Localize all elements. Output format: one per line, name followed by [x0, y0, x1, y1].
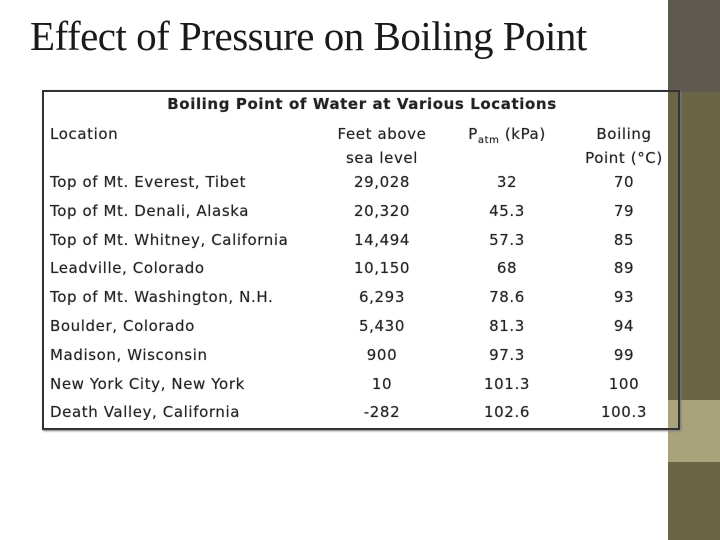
column-header: Feet above sea level	[338, 122, 427, 170]
cell-value: 29,028	[353, 173, 411, 191]
cell-value: 99	[613, 345, 635, 364]
table-title: Boiling Point of Water at Various Locati…	[167, 95, 557, 113]
cell-value: 78.6	[489, 288, 525, 307]
cell-value: 32	[496, 173, 518, 191]
location: Leadville, Colorado	[50, 259, 205, 278]
cell-value: 20,320	[353, 201, 411, 220]
header-line: Location	[50, 125, 119, 143]
side-bar-accent	[668, 400, 720, 462]
cell-value: 89	[613, 259, 635, 278]
location: Top of Mt. Whitney, California	[50, 230, 289, 249]
location: Top of Mt. Everest, Tibet	[50, 173, 247, 191]
slide-title: Effect of Pressure on Boiling Point	[30, 13, 587, 59]
cell-value: 57.3	[489, 230, 525, 249]
cell-value: 45.3	[489, 201, 525, 220]
header-line: sea level	[345, 149, 419, 167]
cell-value: 85	[613, 230, 635, 249]
location: New York City, New York	[50, 374, 245, 393]
cell-value: 81.3	[489, 317, 525, 335]
header-line: Feet above	[337, 125, 427, 143]
cell-value: 100.3	[601, 403, 647, 422]
header-subscript: atm	[477, 135, 500, 146]
header-line: Point (°C)	[585, 149, 663, 167]
header-symbol: P	[468, 125, 478, 143]
cell-value: 10	[371, 374, 393, 393]
cell-value: 101.3	[484, 374, 530, 393]
cell-value: 93	[613, 288, 635, 307]
cell-value: 10,150	[353, 259, 411, 278]
cell-value: 6,293	[359, 288, 405, 307]
header-unit: (kPa)	[499, 125, 546, 143]
location: Death Valley, California	[50, 403, 241, 422]
cell-value: 79	[613, 201, 635, 220]
cell-value: 97.3	[489, 345, 525, 364]
cell-value: -282	[363, 403, 401, 422]
location: Top of Mt. Washington, N.H.	[50, 288, 274, 307]
side-bar-top	[668, 0, 720, 92]
cell-value: 102.6	[484, 403, 530, 422]
cell-value: 900	[366, 345, 398, 364]
table: Boiling Point of Water at Various Locati…	[42, 90, 680, 430]
column-header: Patm (kPa)	[468, 122, 546, 153]
cell-value: 5,430	[359, 317, 405, 335]
location: Top of Mt. Denali, Alaska	[50, 201, 250, 220]
column-header: Boiling Point (°C)	[585, 122, 663, 170]
cell-value: 100	[608, 374, 640, 393]
cell-value: 70	[613, 173, 635, 191]
location: Madison, Wisconsin	[50, 345, 208, 364]
location: Boulder, Colorado	[50, 317, 195, 335]
cell-value: 14,494	[353, 230, 411, 249]
cell-value: 68	[496, 259, 518, 278]
cell-value: 94	[613, 317, 635, 335]
header-line: Boiling	[596, 125, 652, 143]
column-header: Location	[50, 122, 118, 146]
